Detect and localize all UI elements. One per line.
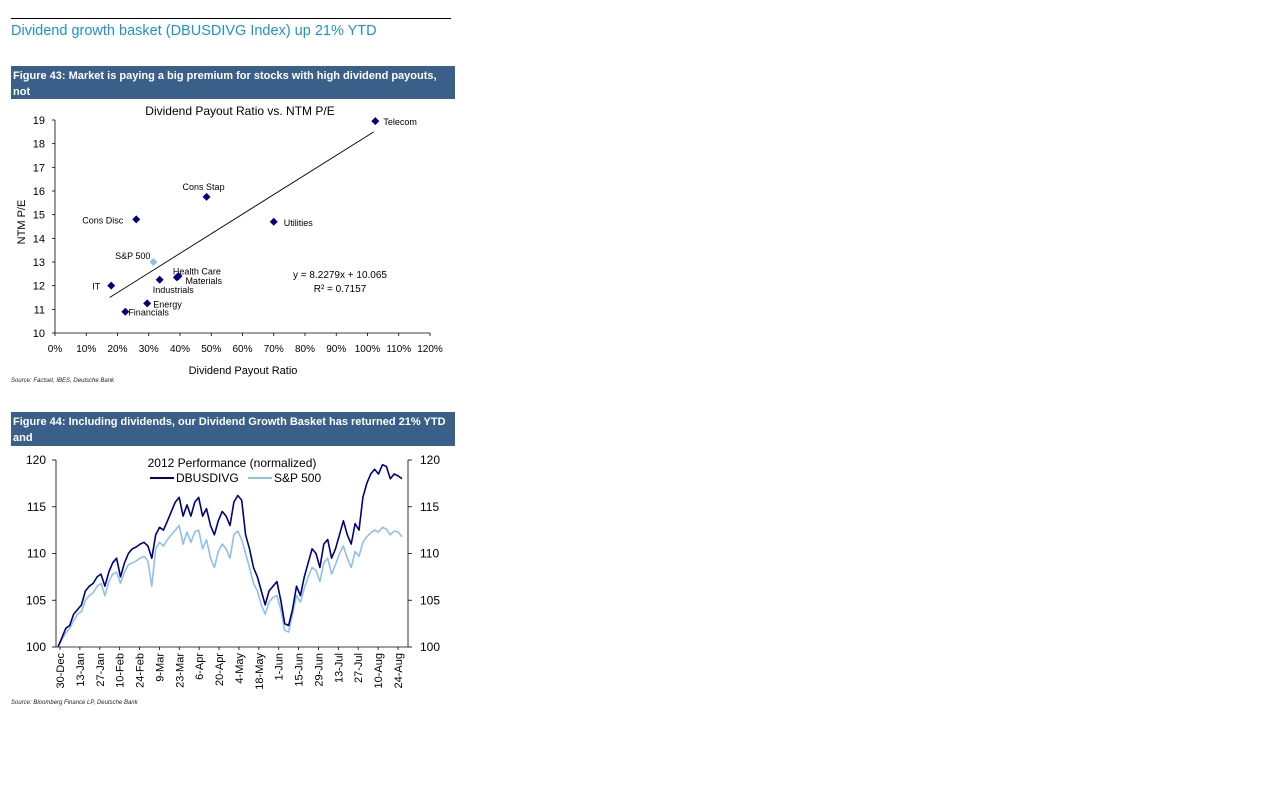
scatter-r-squared: R² = 0.7157 [314,284,367,295]
scatter-trendline [109,131,374,298]
scatter-x-tick-label: 30% [139,344,159,355]
scatter-y-tick-label: 11 [34,304,45,316]
figure-43-caption-line2: growth [13,102,50,114]
line-chart-right-tick-label: 110 [420,547,439,561]
scatter-y-tick-label: 10 [33,328,45,340]
scatter-point-s-p-500 [149,258,158,266]
scatter-point-label-utilities: Utilities [284,218,314,228]
figure-44-caption-line2: has outperformed the S&P 500 by 7% [13,448,208,460]
scatter-point-label-industrials: Industrials [153,285,195,295]
scatter-point-materials [174,272,183,281]
scatter-point-label-cons-stap: Cons Stap [183,182,225,192]
scatter-point-label-health-care: Health Care [173,266,221,276]
line-chart-x-tick-label: 13-Jul [333,653,345,683]
line-chart-x-tick-label: 1-Jun [274,653,286,681]
line-chart-x-tick-label: 20-Apr [214,653,226,686]
line-chart-x-tick-label: 10-Feb [115,653,127,688]
line-chart-right-tick-label: 105 [420,593,440,607]
line-chart-left-tick-label: 115 [27,500,46,514]
line-chart-x-tick-label: 29-Jun [313,653,325,687]
scatter-point-cons-disc [132,215,141,224]
line-chart: 2012 Performance (normalized) 100 100 105 10… [26,453,440,690]
scatter-x-tick-label: 100% [355,344,381,355]
line-chart-x-tick-label: 6-Apr [194,653,206,680]
scatter-y-tick-label: 14 [33,233,45,245]
figure-44-source: Source: Bloomberg Finance LP, Deutsche B… [11,700,138,706]
line-chart-right-tick-label: 115 [420,500,439,514]
scatter-equation: y = 8.2279x + 10.065 [293,270,387,281]
scatter-x-tick-label: 10% [76,344,96,355]
scatter-x-tick-label: 80% [295,344,315,355]
figure-43-caption-line1: Figure 43: Market is paying a big premiu… [13,70,437,98]
line-chart-left-tick-label: 105 [26,593,46,607]
scatter-point-industrials [155,275,164,284]
scatter-x-tick-label: 50% [201,344,221,355]
line-chart-x-tick-label: 15-Jun [294,653,306,687]
scatter-y-tick-label: 18 [33,139,45,151]
scatter-chart: Dividend Payout Ratio vs. NTM P/E 10 11 12 1… [16,104,443,377]
top-rule [11,18,451,19]
line-chart-title: 2012 Performance (normalized) [148,456,317,470]
scatter-point-label-s-p-500: S&P 500 [115,251,150,261]
line-chart-x-tick-label: 4-May [234,653,246,684]
legend-label-sp500: S&P 500 [274,471,321,485]
scatter-y-tick-label: 17 [33,162,45,174]
line-series-dbusdivg [57,463,403,648]
scatter-y-tick-label: 16 [33,186,45,198]
scatter-point-telecom [371,117,380,126]
line-chart-x-tick-label: 23-Mar [174,653,186,688]
scatter-point-utilities [269,217,278,226]
figure-44-caption: Figure 44: Including dividends, our Divi… [11,412,455,460]
legend-label-dbusdivg: DBUSDIVG [176,471,239,485]
scatter-point-energy [143,299,152,308]
section-heading: Dividend growth basket (DBUSDIVG Index) … [11,23,377,39]
line-chart-x-tick-label: 30-Dec [55,653,67,689]
line-chart-x-tick-label: 27-Jan [95,653,107,687]
scatter-point-label-financials: Financials [128,308,169,318]
scatter-y-axis-label: NTM P/E [16,200,28,245]
line-chart-x-tick-label: 13-Jan [75,653,87,687]
line-chart-left-tick-label: 100 [26,640,46,654]
scatter-point-cons-stap [202,192,211,201]
scatter-point-label-cons-disc: Cons Disc [82,215,124,225]
scatter-point-label-it: IT [92,282,101,292]
line-chart-x-tick-label: 10-Aug [373,653,385,688]
scatter-x-axis-label: Dividend Payout Ratio [189,365,298,377]
scatter-point-label-energy: Energy [153,299,182,309]
scatter-point-label-telecom: Telecom [383,117,417,127]
scatter-x-tick-label: 120% [417,344,443,355]
line-chart-left-tick-label: 110 [27,547,46,561]
scatter-point-label-materials: Materials [185,276,222,286]
scatter-x-tick-label: 110% [386,344,411,355]
line-chart-right-tick-label: 120 [420,453,440,467]
scatter-y-tick-label: 13 [33,257,45,269]
scatter-point-financials [121,307,130,316]
scatter-point-it [107,281,116,290]
line-chart-x-tick-label: 18-May [254,653,266,690]
scatter-x-tick-label: 20% [107,344,127,355]
scatter-x-tick-label: 40% [170,344,190,355]
scatter-x-tick-label: 70% [264,344,284,355]
figure-44-caption-line1: Figure 44: Including dividends, our Divi… [13,416,446,444]
line-chart-left-tick-label: 120 [26,453,46,467]
scatter-x-tick-label: 90% [326,344,346,355]
scatter-y-tick-label: 15 [33,210,45,222]
line-chart-right-tick-label: 100 [420,640,440,654]
scatter-x-tick-label: 60% [232,344,252,355]
scatter-title: Dividend Payout Ratio vs. NTM P/E [145,104,334,118]
line-chart-x-tick-label: 27-Jul [353,653,365,683]
line-chart-x-tick-label: 24-Feb [135,653,147,688]
scatter-y-tick-label: 12 [33,281,45,293]
line-chart-x-tick-label: 24-Aug [393,653,405,688]
line-series-sp500 [57,524,403,648]
scatter-x-tick-label: 0% [48,344,63,355]
scatter-y-tick-label: 19 [33,115,45,127]
figure-43-source: Source: Factset, IBES, Deutsche Bank [11,378,115,384]
figure-43-caption: Figure 43: Market is paying a big premiu… [11,66,455,114]
line-chart-x-tick-label: 9-Mar [154,653,166,682]
